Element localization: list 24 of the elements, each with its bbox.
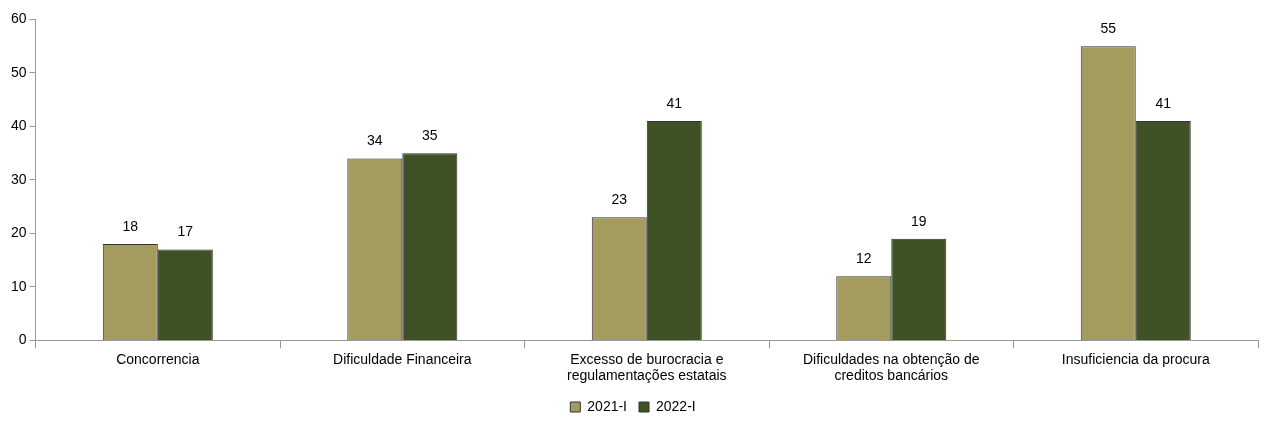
y-tick-label: 60 [10, 10, 27, 27]
data-label: 17 [177, 223, 194, 240]
legend-label: 2022-I [656, 397, 696, 414]
data-label: 55 [1100, 20, 1117, 37]
data-label: 12 [855, 250, 872, 267]
x-tick-label: Insuficiencia da procura [1061, 350, 1210, 367]
y-tick-label: 20 [10, 224, 27, 241]
x-tick-label: Dificuldades na obtenção de creditos bancários [802, 350, 980, 384]
y-tick-label: 10 [10, 277, 27, 294]
data-label: 19 [910, 212, 927, 229]
y-tick-label: 0 [18, 331, 27, 348]
legend-label: 2021-I [587, 397, 628, 414]
data-label: 18 [122, 217, 139, 234]
data-label: 23 [611, 191, 628, 208]
x-tick-label: Concorrencia [116, 350, 200, 367]
x-tick-label: Excesso de burocracia e regulamentações estatais [567, 350, 727, 384]
data-label: 35 [422, 127, 438, 144]
x-tick-label: Dificuldade Financeira [333, 350, 472, 367]
data-label: 34 [367, 132, 383, 149]
y-tick-label: 40 [10, 117, 27, 134]
data-label: 41 [1155, 94, 1172, 111]
y-tick-label: 30 [10, 170, 27, 187]
y-tick-label: 50 [10, 63, 27, 80]
data-label: 41 [666, 94, 683, 111]
